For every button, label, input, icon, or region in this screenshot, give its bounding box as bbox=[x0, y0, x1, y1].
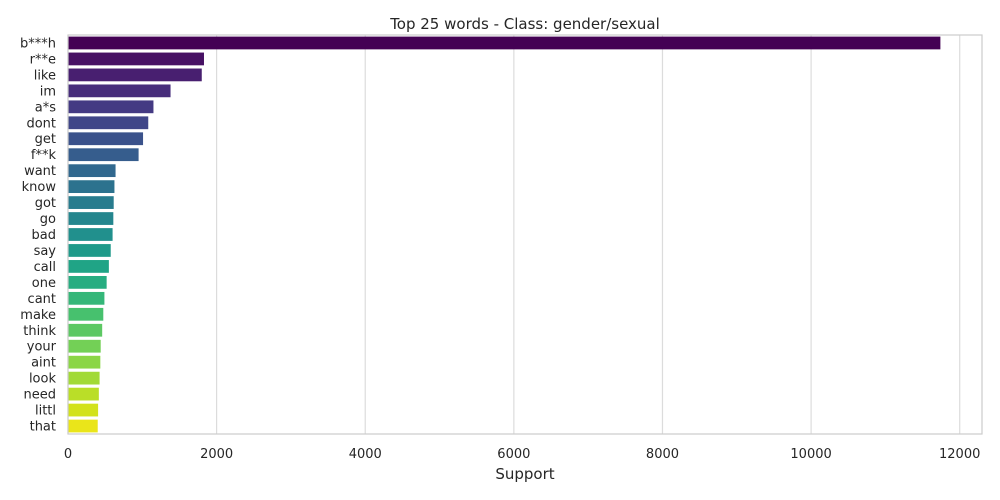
bar-20 bbox=[68, 355, 101, 369]
bar-layer bbox=[68, 36, 941, 433]
bar-2 bbox=[68, 68, 202, 82]
bar-18 bbox=[68, 323, 103, 337]
bar-7 bbox=[68, 148, 139, 162]
category-label: want bbox=[24, 164, 56, 179]
bar-21 bbox=[68, 371, 100, 385]
category-label: call bbox=[34, 260, 56, 275]
chart-title: Top 25 words - Class: gender/sexual bbox=[389, 15, 660, 33]
bar-22 bbox=[68, 387, 99, 401]
category-label: think bbox=[23, 324, 56, 339]
category-label: dont bbox=[26, 116, 56, 131]
x-tick-label: 0 bbox=[64, 447, 72, 462]
x-tick-label: 2000 bbox=[200, 447, 233, 462]
bar-8 bbox=[68, 164, 116, 178]
category-label: know bbox=[22, 180, 57, 195]
bar-10 bbox=[68, 196, 114, 209]
bar-14 bbox=[68, 260, 109, 273]
category-label: say bbox=[34, 244, 57, 259]
category-label: a*s bbox=[35, 100, 56, 115]
bar-15 bbox=[68, 275, 107, 289]
category-label: aint bbox=[31, 356, 56, 371]
bar-6 bbox=[68, 132, 144, 146]
category-label: get bbox=[35, 132, 56, 147]
bar-17 bbox=[68, 307, 104, 321]
bar-24 bbox=[68, 419, 98, 433]
category-label: f**k bbox=[31, 148, 57, 163]
category-label: look bbox=[29, 372, 57, 387]
x-tick-layer: 0 2000 4000 6000 8000 10000 12000 bbox=[64, 447, 981, 462]
bar-23 bbox=[68, 403, 99, 417]
category-label: make bbox=[20, 308, 56, 323]
category-label: need bbox=[24, 388, 57, 403]
bar-5 bbox=[68, 116, 149, 130]
category-label: cant bbox=[28, 292, 56, 307]
x-axis-title: Support bbox=[495, 465, 554, 483]
x-tick-label: 10000 bbox=[790, 447, 831, 462]
x-tick-label: 12000 bbox=[939, 447, 980, 462]
category-label: littl bbox=[35, 404, 56, 419]
category-label: your bbox=[27, 340, 57, 355]
category-label: like bbox=[34, 68, 56, 83]
category-label: one bbox=[32, 276, 56, 291]
category-label: b***h bbox=[20, 36, 56, 51]
plot-frame bbox=[67, 34, 983, 435]
bar-0 bbox=[68, 36, 941, 50]
bar-11 bbox=[68, 212, 114, 225]
bar-4 bbox=[68, 100, 154, 114]
category-label: r**e bbox=[30, 52, 56, 67]
bar-16 bbox=[68, 291, 105, 305]
x-tick-label: 4000 bbox=[349, 447, 382, 462]
category-label: go bbox=[40, 212, 56, 227]
category-label: got bbox=[35, 196, 56, 211]
category-label-layer: b***hr**elikeima*sdontgetf**kwantknowgot… bbox=[20, 36, 57, 434]
x-tick-label: 8000 bbox=[646, 447, 679, 462]
grid-layer bbox=[67, 35, 961, 434]
bar-9 bbox=[68, 180, 115, 194]
category-label: that bbox=[30, 420, 56, 435]
bar-12 bbox=[68, 228, 113, 241]
x-tick-label: 6000 bbox=[497, 447, 530, 462]
bar-19 bbox=[68, 339, 101, 353]
category-label: im bbox=[40, 84, 56, 99]
bar-1 bbox=[68, 52, 204, 66]
category-label: bad bbox=[32, 228, 56, 243]
bar-13 bbox=[68, 244, 111, 257]
bar-3 bbox=[68, 84, 171, 98]
